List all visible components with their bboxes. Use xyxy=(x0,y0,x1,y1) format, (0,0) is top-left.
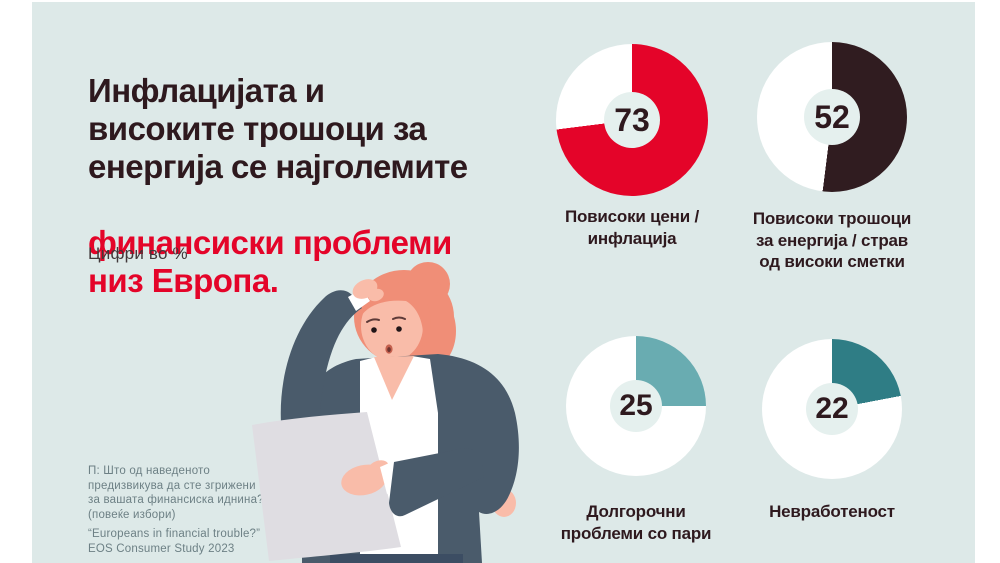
document-paper xyxy=(252,412,401,561)
units-subtitle: Цифри во % xyxy=(88,244,188,263)
donut-value-longterm-money-problems: 25 xyxy=(610,380,662,432)
donut-label-inflation: Повисоки цени / инфлација xyxy=(564,207,700,248)
donut-value-inflation: 73 xyxy=(604,92,660,148)
donut-value-unemployment: 22 xyxy=(806,383,858,435)
raised-arm xyxy=(280,279,384,435)
woman-scratching-head-illustration xyxy=(252,262,519,563)
page-title-red-part: финансиски проблеми низ Европа. xyxy=(88,224,452,299)
donut-value-energy-costs: 52 xyxy=(804,89,860,145)
holding-arm xyxy=(341,448,484,517)
donut-label-energy-costs: Повисоки трошоци за енергија / страв од … xyxy=(752,209,912,271)
survey-question-footnote: П: Што од наведеното предизвикува да сте… xyxy=(88,465,264,521)
page-title-dark-part: Инфлацијата и високите трошоци за енерги… xyxy=(88,72,468,185)
study-source-footnote: “Europeans in financial trouble?” EOS Co… xyxy=(88,528,261,555)
donut-label-longterm-money-problems: Долгорочни проблеми со пари xyxy=(560,502,712,543)
donut-chart-longterm-money-problems: 25 xyxy=(566,336,706,476)
donut-chart-inflation: 73 xyxy=(556,44,708,196)
page-title: Инфлацијата и високите трошоци за енерги… xyxy=(88,34,468,338)
eye-right xyxy=(396,326,402,332)
skirt-band xyxy=(330,554,463,563)
donut-chart-unemployment: 22 xyxy=(762,339,902,479)
chest-skin xyxy=(374,356,414,400)
eyebrow-right xyxy=(392,316,406,320)
donut-label-unemployment: Невработеност xyxy=(769,502,895,521)
eye-left xyxy=(371,327,377,333)
forearm-sleeve xyxy=(389,448,484,517)
eyebrow-left xyxy=(366,318,380,323)
donut-chart-energy-costs: 52 xyxy=(757,42,907,192)
